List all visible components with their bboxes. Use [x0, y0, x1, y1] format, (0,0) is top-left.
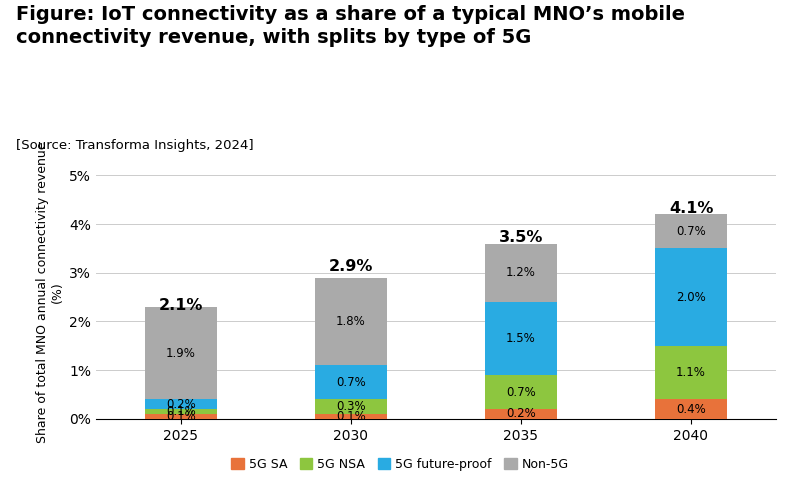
Text: 2.0%: 2.0%: [676, 291, 706, 303]
Bar: [655, 214, 726, 248]
Bar: [146, 414, 217, 419]
Bar: [486, 409, 557, 419]
Legend: 5G SA, 5G NSA, 5G future-proof, Non-5G: 5G SA, 5G NSA, 5G future-proof, Non-5G: [226, 453, 574, 476]
Text: 4.1%: 4.1%: [669, 201, 713, 216]
Text: 1.9%: 1.9%: [166, 347, 196, 359]
Bar: [486, 244, 557, 302]
Text: 0.1%: 0.1%: [166, 410, 196, 423]
Text: 3.5%: 3.5%: [499, 230, 543, 245]
Bar: [315, 399, 386, 414]
Bar: [315, 365, 386, 399]
Text: 1.1%: 1.1%: [676, 366, 706, 379]
Text: 0.7%: 0.7%: [676, 225, 706, 238]
Text: 1.2%: 1.2%: [506, 266, 536, 279]
Bar: [146, 307, 217, 399]
Bar: [486, 375, 557, 409]
Text: 0.4%: 0.4%: [676, 403, 706, 415]
Bar: [315, 278, 386, 365]
Text: 0.7%: 0.7%: [336, 376, 366, 389]
Text: Figure: IoT connectivity as a share of a typical MNO’s mobile
connectivity reven: Figure: IoT connectivity as a share of a…: [16, 5, 685, 47]
Bar: [146, 399, 217, 409]
Bar: [486, 302, 557, 375]
Text: 0.2%: 0.2%: [506, 408, 536, 420]
Y-axis label: Share of total MNO annual connectivity revenue
(%): Share of total MNO annual connectivity r…: [35, 141, 63, 443]
Text: 1.8%: 1.8%: [336, 315, 366, 328]
Text: 0.7%: 0.7%: [506, 386, 536, 398]
Bar: [655, 248, 726, 346]
Text: 2.1%: 2.1%: [159, 298, 203, 313]
Bar: [146, 409, 217, 414]
Text: 0.1%: 0.1%: [336, 410, 366, 423]
Text: 2.9%: 2.9%: [329, 259, 373, 274]
Bar: [315, 414, 386, 419]
Text: [Source: Transforma Insights, 2024]: [Source: Transforma Insights, 2024]: [16, 139, 254, 152]
Text: 0.3%: 0.3%: [336, 400, 366, 413]
Text: 0.2%: 0.2%: [166, 398, 196, 411]
Text: 0.1%: 0.1%: [166, 405, 196, 418]
Bar: [655, 399, 726, 419]
Text: 1.5%: 1.5%: [506, 332, 536, 345]
Bar: [655, 346, 726, 399]
